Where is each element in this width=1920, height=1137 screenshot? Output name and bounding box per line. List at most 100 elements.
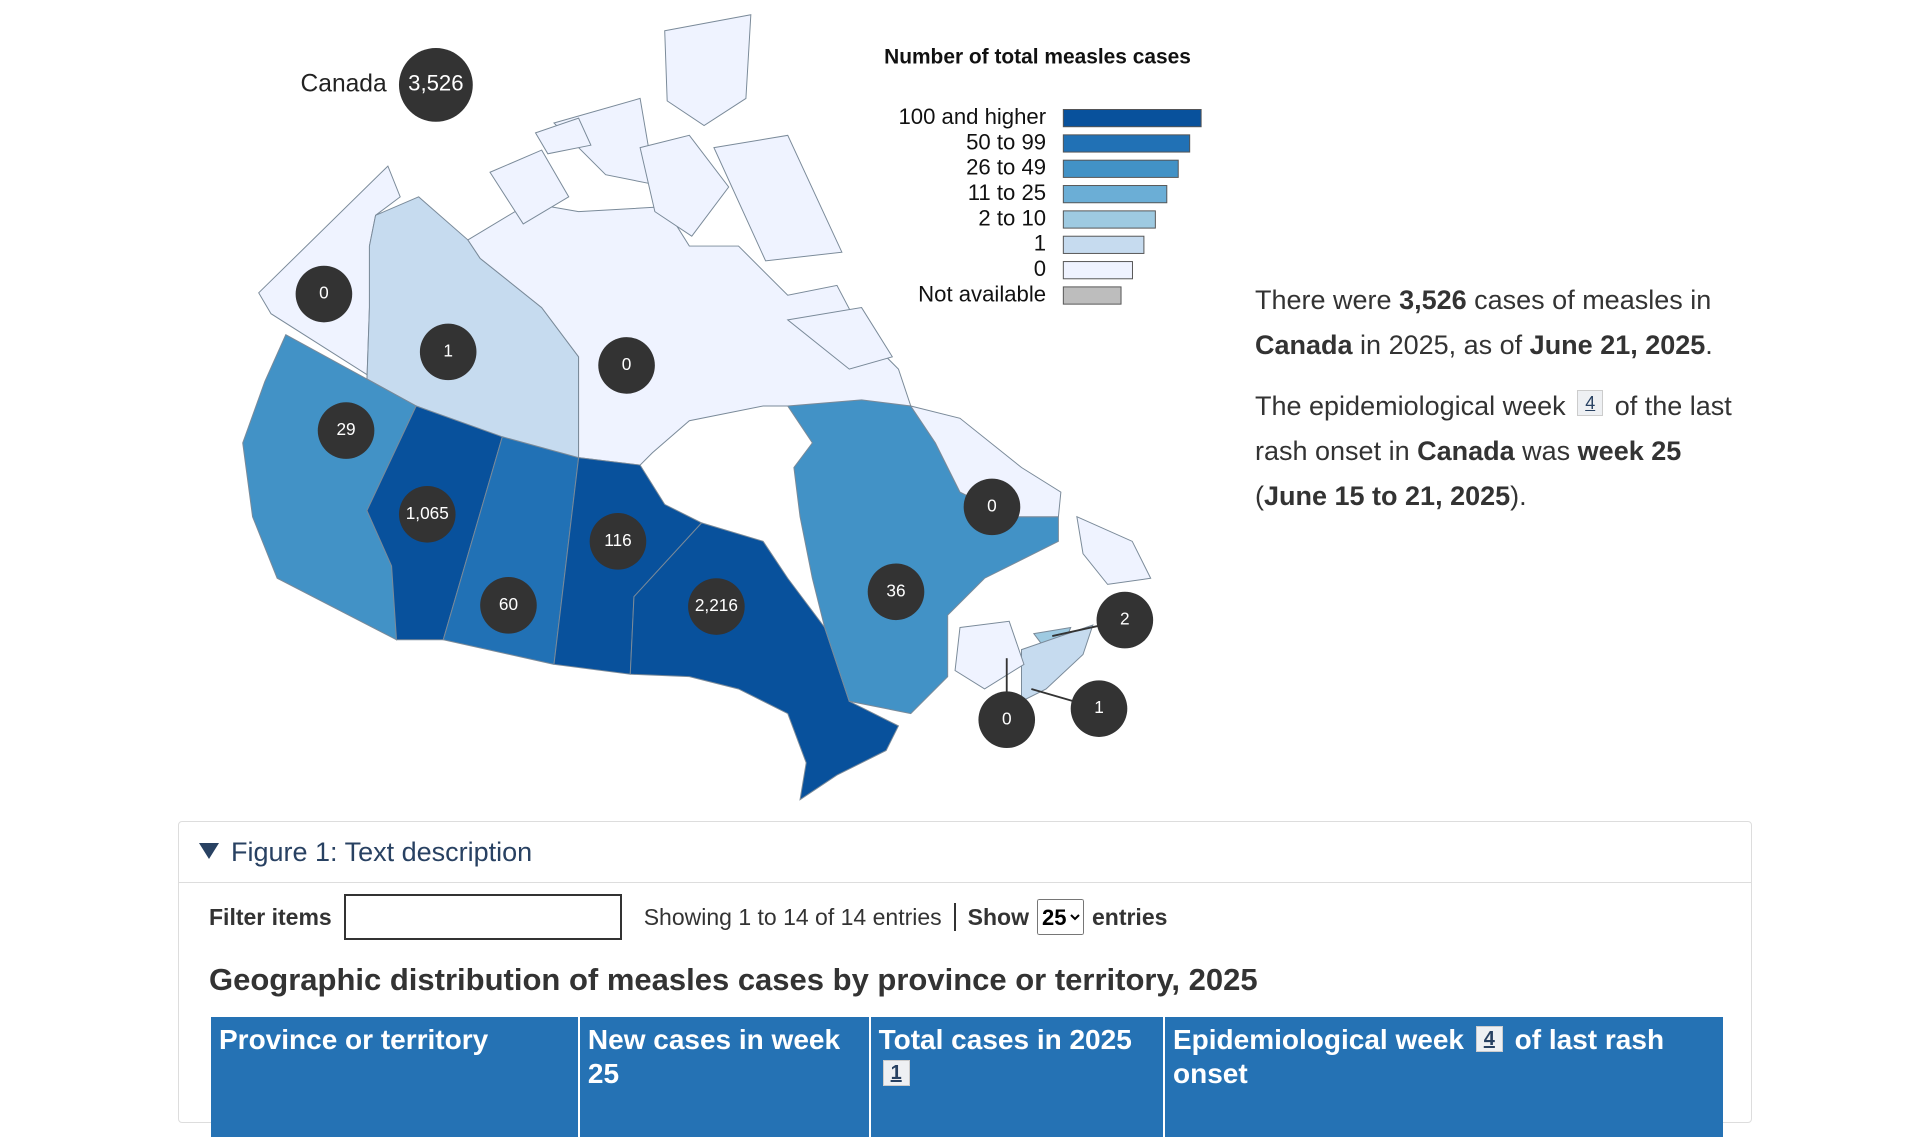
case-count: 60: [499, 594, 518, 614]
total-bubble: [398, 47, 473, 122]
column-header: Epidemiological week 4 of last rash onse…: [1163, 1017, 1723, 1137]
legend-swatch: [1062, 261, 1133, 280]
page-body: 0 1 0 29 1,065 60 116 2,216 36 0 2 1 0 Canada 3,526 …: [178, 14, 1755, 1137]
bold-text: Canada: [1417, 436, 1515, 466]
text: .: [1705, 330, 1713, 360]
legend-label: 11 to 25: [968, 180, 1046, 205]
province-shape: [664, 14, 752, 127]
table-title: Geographic distribution of measles cases…: [209, 962, 1258, 997]
entries-label: entries: [1091, 903, 1168, 930]
text: New cases in week 25: [587, 1024, 841, 1089]
bold-text: week 25: [1577, 436, 1682, 466]
text: The epidemiological week: [1255, 391, 1574, 421]
total-value: 3,526: [408, 71, 463, 96]
province-shape: [909, 405, 1062, 518]
legend-label: 2 to 10: [978, 205, 1046, 230]
legend-swatch: [1062, 210, 1156, 229]
legend-label: 26 to 49: [966, 155, 1046, 180]
header-row: Province or territory New cases in week 2…: [211, 1017, 1723, 1137]
case-count: 1: [443, 340, 453, 360]
case-count: 1,065: [406, 503, 449, 523]
bold-text: June 15 to 21, 2025: [1264, 481, 1511, 511]
footnote-link[interactable]: 4: [1475, 1026, 1503, 1052]
summary-paragraph: The epidemiological week 4 of the last r…: [1255, 384, 1755, 519]
case-count: 116: [604, 530, 631, 550]
case-bubble: [598, 337, 655, 394]
case-bubble: [978, 691, 1036, 749]
legend-swatch: [1062, 134, 1191, 153]
bold-text: Canada: [1255, 330, 1353, 360]
separator: [953, 903, 956, 931]
case-bubble: [688, 578, 745, 635]
text: (: [1255, 481, 1264, 511]
text: There were: [1255, 285, 1400, 315]
filter-label: Filter items: [209, 903, 332, 930]
page: Measles map {"map": { "total": {"label":…: [178, 14, 1755, 1137]
case-bubble: [317, 402, 375, 459]
filter-input[interactable]: [343, 894, 622, 940]
case-bubble: [480, 577, 537, 634]
case-bubble: [419, 323, 477, 381]
column-header: Total cases in 2025 1: [868, 1017, 1164, 1137]
bubbles: 0 1 0 29 1,065 60 116 2,216 36 0 2 1 0: [295, 265, 1154, 749]
text: of the last rash onset in: [1255, 391, 1732, 466]
case-count: 0: [622, 354, 632, 374]
table-info: Showing 1 to 14 of 14 entries: [643, 903, 942, 930]
legend-label: 50 to 99: [966, 129, 1046, 154]
legend-swatch: [1062, 235, 1145, 254]
total-label: Canada: [301, 70, 387, 97]
summary-paragraph: There were 3,526 cases of measles in Can…: [1255, 278, 1755, 368]
text: was: [1514, 436, 1578, 466]
footnote-link[interactable]: 1: [882, 1060, 910, 1086]
details-summary-text: Figure 1: Text description: [231, 837, 533, 867]
bold-text: 3,526: [1399, 285, 1467, 315]
details-summary[interactable]: Figure 1: Text description: [179, 822, 1751, 883]
case-bubble: [295, 265, 353, 323]
case-count: 0: [987, 495, 997, 515]
text: ).: [1510, 481, 1527, 511]
province-shape: [954, 620, 1025, 690]
case-count: 0: [1002, 708, 1012, 728]
case-count: 2: [1120, 609, 1130, 629]
bold-text: June 21, 2025: [1529, 330, 1706, 360]
province-shape: [534, 117, 592, 155]
case-bubble: [398, 485, 456, 543]
legend-title: Number of total measles cases: [884, 45, 1191, 68]
column-header: New cases in week 25: [577, 1017, 870, 1137]
summary: There were 3,526 cases of measles in Can…: [1255, 278, 1755, 535]
case-bubble: [1096, 591, 1154, 649]
text: Epidemiological week: [1173, 1024, 1472, 1055]
legend-label: Not available: [918, 281, 1046, 306]
case-bubble: [963, 478, 1021, 536]
column-header: Province or territory: [211, 1017, 579, 1137]
legend-label: 0: [1034, 256, 1046, 281]
province-shape: [713, 134, 843, 262]
legend-swatch: [1062, 159, 1179, 178]
figure-details: Figure 1: Text description Filter items …: [178, 821, 1752, 1137]
table-header: Province or territory New cases in week 2…: [211, 1017, 1723, 1137]
show-label: Show: [967, 903, 1029, 930]
legend-swatch: [1062, 109, 1202, 128]
text: in 2025, as of: [1352, 330, 1530, 360]
legend-label: 1: [1034, 231, 1046, 256]
footnote-link[interactable]: 4: [1577, 390, 1604, 416]
text: of last rash onset: [1173, 1024, 1665, 1089]
text: cases of measles in: [1466, 285, 1712, 315]
case-bubble: [1070, 680, 1128, 737]
toggle-icon: [199, 843, 219, 859]
legend-label: 100 and higher: [898, 104, 1046, 129]
legend-swatch: [1062, 185, 1168, 204]
province-shape: [1076, 515, 1152, 585]
province-shape: [489, 149, 570, 225]
table-controls: Filter items Showing 1 to 14 of 14 entri…: [209, 892, 1167, 942]
case-count: 29: [336, 419, 355, 439]
case-count: 36: [886, 580, 905, 600]
legend-swatch: [1062, 286, 1122, 305]
case-bubble: [867, 563, 925, 621]
province-shape: [639, 134, 730, 237]
page-size-select[interactable]: 25: [1036, 899, 1084, 935]
case-count: 0: [319, 283, 329, 303]
case-bubble: [589, 513, 647, 570]
